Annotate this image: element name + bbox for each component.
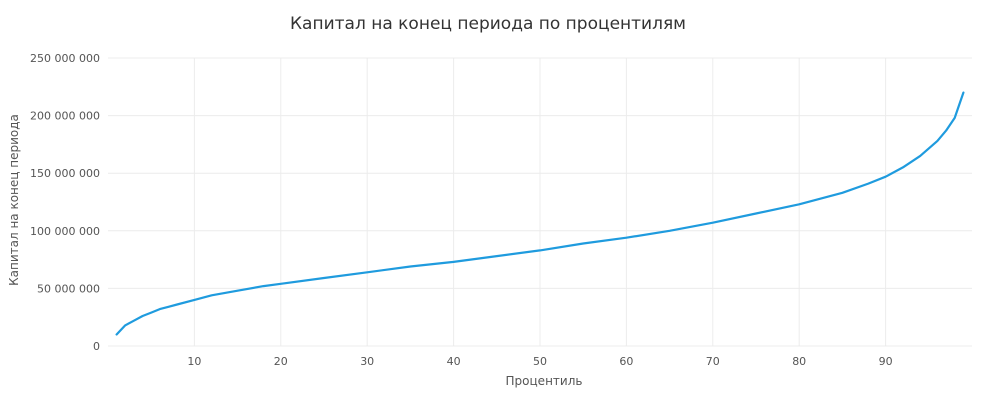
series-layer bbox=[115, 91, 965, 336]
x-axis-label: Процентиль bbox=[506, 374, 583, 388]
x-tick-label: 50 bbox=[533, 355, 547, 368]
x-tick-label: 80 bbox=[792, 355, 806, 368]
x-tick-label: 10 bbox=[187, 355, 201, 368]
x-tick-label: 20 bbox=[274, 355, 288, 368]
x-tick-label: 60 bbox=[619, 355, 633, 368]
y-tick-label: 0 bbox=[93, 340, 100, 353]
x-tick-label: 90 bbox=[879, 355, 893, 368]
chart-title: Капитал на конец периода по процентилям bbox=[290, 14, 686, 34]
y-axis-label: Капитал на конец периода bbox=[7, 114, 21, 286]
y-tick-label: 200 000 000 bbox=[30, 110, 100, 123]
x-axis-ticks: 10 20 30 40 50 60 70 80 90 bbox=[187, 355, 892, 368]
y-tick-label: 50 000 000 bbox=[37, 282, 100, 295]
grid bbox=[108, 57, 972, 347]
x-tick-label: 40 bbox=[447, 355, 461, 368]
y-axis-ticks: 0 50 000 000 100 000 000 150 000 000 200 000… bbox=[30, 52, 100, 353]
y-tick-label: 250 000 000 bbox=[30, 52, 100, 65]
series-line-capital bbox=[115, 91, 965, 336]
x-tick-label: 70 bbox=[706, 355, 720, 368]
x-tick-label: 30 bbox=[360, 355, 374, 368]
y-tick-label: 150 000 000 bbox=[30, 167, 100, 180]
y-tick-label: 100 000 000 bbox=[30, 225, 100, 238]
